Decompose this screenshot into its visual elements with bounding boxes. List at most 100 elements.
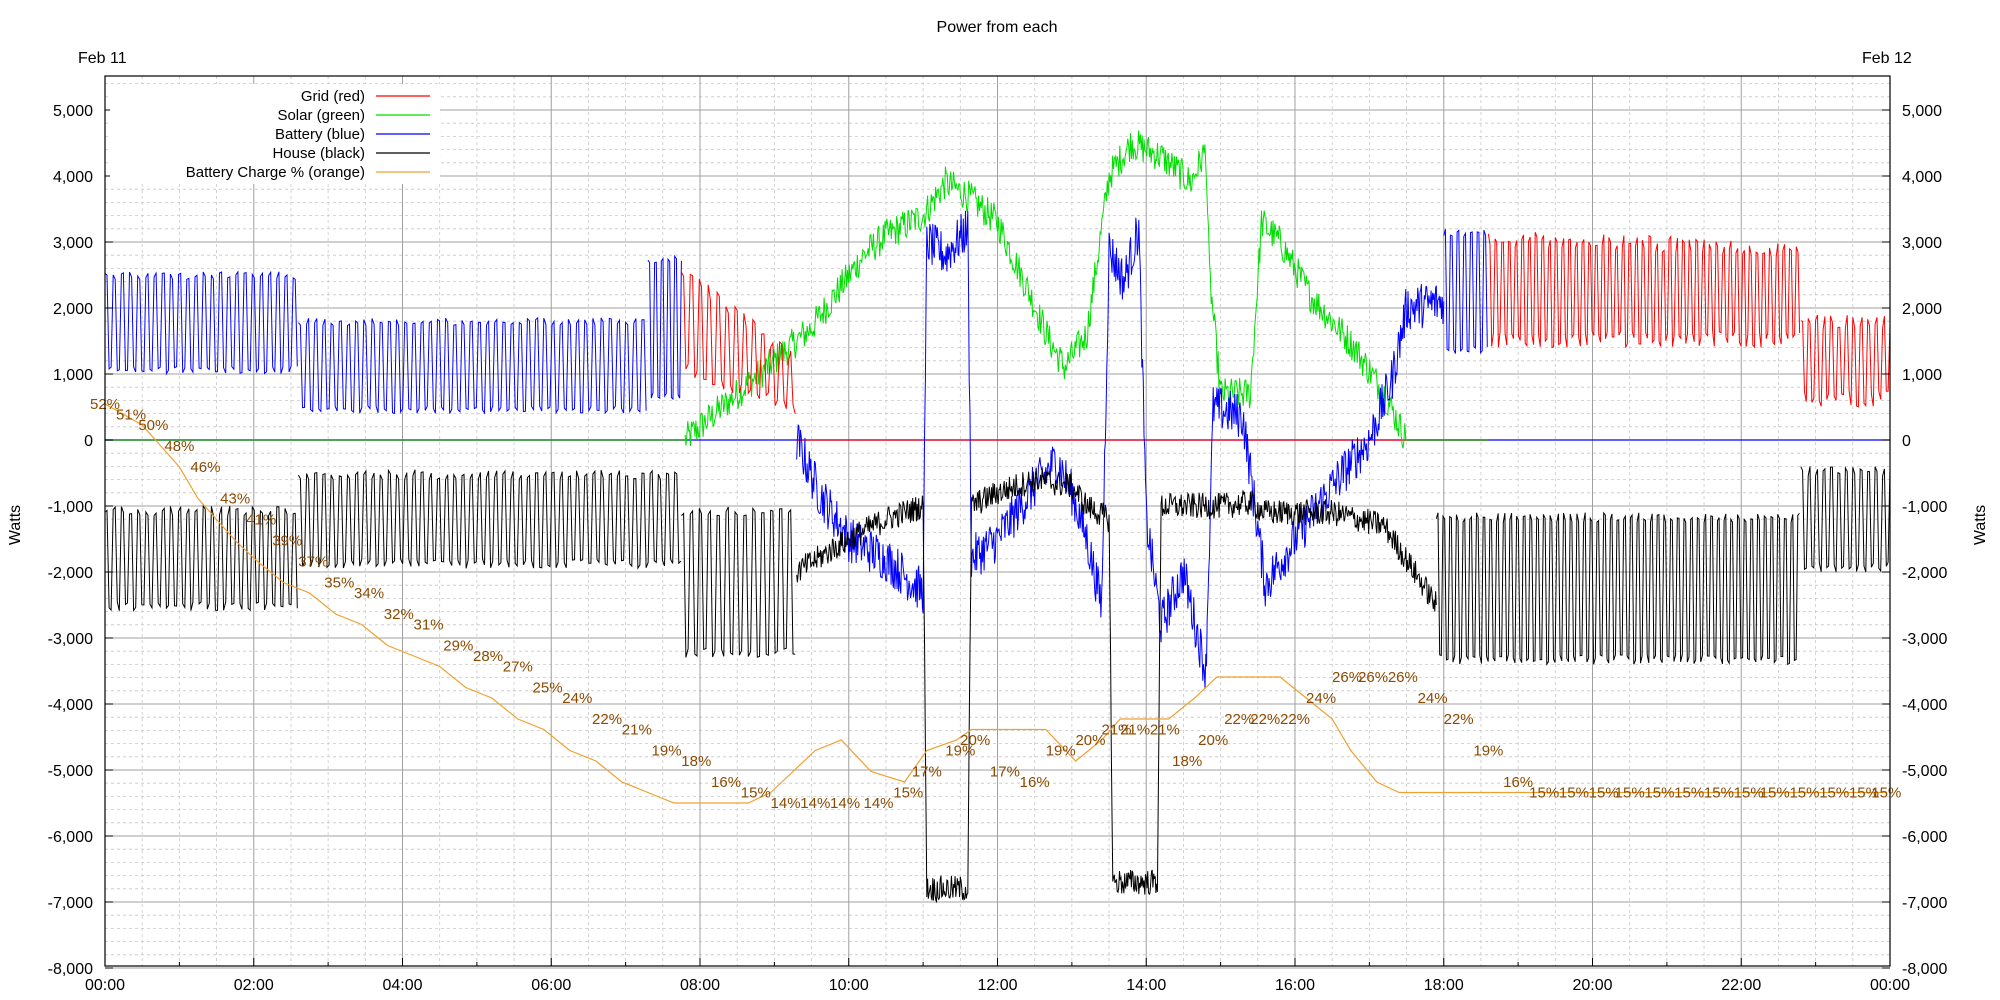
- battery-charge-label: 16%: [711, 774, 741, 791]
- battery-charge-label: 15%: [1644, 785, 1674, 802]
- x-tick-label: 20:00: [1572, 977, 1612, 994]
- battery-charge-label: 15%: [1849, 785, 1879, 802]
- battery-charge-label: 15%: [893, 785, 923, 802]
- y-axis-title-left: Watts: [7, 505, 24, 545]
- battery-charge-label: 21%: [622, 722, 652, 739]
- y-tick-label-right: 3,000: [1902, 235, 1942, 252]
- date-label-left: Feb 11: [78, 50, 127, 67]
- battery-charge-label: 16%: [1020, 774, 1050, 791]
- battery-line: [796, 210, 1445, 690]
- battery-charge-label: 22%: [1444, 711, 1474, 728]
- battery-charge-label: 21%: [1120, 722, 1150, 739]
- y-tick-label-left: -7,000: [48, 895, 93, 912]
- battery-charge-label: 34%: [354, 585, 384, 602]
- battery-charge-label: 20%: [1075, 732, 1105, 749]
- y-tick-label-right: -8,000: [1902, 961, 1947, 978]
- date-label-right: Feb 12: [1862, 50, 1912, 67]
- battery-charge-label: 22%: [1224, 711, 1254, 728]
- battery-charge-label: 16%: [1503, 774, 1533, 791]
- x-tick-label: 14:00: [1126, 977, 1166, 994]
- battery-charge-label: 41%: [246, 512, 276, 529]
- x-tick-label: 08:00: [680, 977, 720, 994]
- legend-label-battery-charge: Battery Charge % (orange): [186, 164, 365, 181]
- y-tick-label-right: 0: [1902, 433, 1911, 450]
- battery-charge-label: 19%: [945, 743, 975, 760]
- x-tick-label: 02:00: [234, 977, 274, 994]
- y-tick-label-left: 1,000: [53, 367, 93, 384]
- battery-charge-label: 21%: [1101, 722, 1131, 739]
- battery-charge-label: 14%: [863, 795, 893, 812]
- battery-charge-label: 50%: [138, 417, 168, 434]
- battery-charge-label: 28%: [473, 648, 503, 665]
- x-tick-label: 12:00: [977, 977, 1017, 994]
- chart-title: Power from each: [937, 19, 1058, 36]
- battery-charge-label: 24%: [1306, 690, 1336, 707]
- house-line: [104, 504, 298, 612]
- battery-charge-label: 15%: [1819, 785, 1849, 802]
- house-line: [1435, 511, 1800, 666]
- legend-label-solar: Solar (green): [277, 107, 365, 124]
- y-tick-label-left: -6,000: [48, 829, 93, 846]
- y-tick-label-right: 2,000: [1902, 301, 1942, 318]
- battery-charge-label: 32%: [384, 606, 414, 623]
- battery-charge-label: 15%: [1789, 785, 1819, 802]
- battery-charge-label: 19%: [1046, 743, 1076, 760]
- battery-charge-label: 15%: [1589, 785, 1619, 802]
- battery-charge-label: 15%: [1559, 785, 1589, 802]
- battery-charge-label: 15%: [741, 785, 771, 802]
- battery-charge-label: 26%: [1332, 669, 1362, 686]
- battery-charge-label: 26%: [1358, 669, 1388, 686]
- battery-charge-label: 18%: [681, 753, 711, 770]
- battery-charge-label: 26%: [1388, 669, 1418, 686]
- battery-charge-label: 27%: [503, 659, 533, 676]
- y-tick-label-right: 4,000: [1902, 169, 1942, 186]
- battery-charge-label: 20%: [960, 732, 990, 749]
- house-line: [297, 468, 682, 570]
- battery-charge-label: 17%: [990, 764, 1020, 781]
- x-tick-label: 18:00: [1424, 977, 1464, 994]
- y-tick-label-right: -4,000: [1902, 697, 1947, 714]
- legend: Grid (red) Solar (green) Battery (blue) …: [110, 84, 440, 184]
- battery-charge-label: 31%: [414, 617, 444, 634]
- y-tick-label-right: -7,000: [1902, 895, 1947, 912]
- y-tick-label-left: -3,000: [48, 631, 93, 648]
- x-tick-label: 16:00: [1275, 977, 1315, 994]
- house-line: [1800, 466, 1891, 573]
- y-tick-label-right: -3,000: [1902, 631, 1947, 648]
- battery-charge-label: 22%: [1280, 711, 1310, 728]
- grid-line: [680, 271, 796, 414]
- y-tick-label-right: -1,000: [1902, 499, 1947, 516]
- x-tick-label: 00:00: [85, 977, 125, 994]
- battery-charge-label: 15%: [1734, 785, 1764, 802]
- battery-charge-label: 37%: [298, 554, 328, 571]
- battery-charge-label: 19%: [652, 743, 682, 760]
- y-axis-title-right: Watts: [1972, 505, 1989, 545]
- house-line: [681, 506, 796, 658]
- y-tick-label-left: -1,000: [48, 499, 93, 516]
- y-tick-label-left: 4,000: [53, 169, 93, 186]
- battery-charge-label: 39%: [272, 533, 302, 550]
- battery-charge-labels: 52%51%50%48%46%43%41%39%37%35%34%32%31%2…: [90, 396, 1901, 812]
- y-axis-left-labels: 5,000 4,000 3,000 2,000 1,000 0 -1,000 -2,000 -3…: [48, 103, 93, 978]
- battery-charge-label: 43%: [220, 491, 250, 508]
- battery-charge-label: 20%: [1198, 732, 1228, 749]
- x-tick-label: 06:00: [531, 977, 571, 994]
- y-tick-label-right: -2,000: [1902, 565, 1947, 582]
- battery-charge-label: 19%: [1473, 743, 1503, 760]
- battery-line: [104, 270, 298, 376]
- grid-line: [1487, 232, 1801, 349]
- x-axis-labels: 00:00 02:00 04:00 06:00 08:00 10:00 12:00 14:00…: [85, 977, 1910, 994]
- x-tick-label: 00:00: [1870, 977, 1910, 994]
- battery-charge-label: 35%: [324, 575, 354, 592]
- battery-charge-label: 24%: [562, 690, 592, 707]
- y-tick-label-left: 3,000: [53, 235, 93, 252]
- battery-charge-label: 14%: [830, 795, 860, 812]
- x-tick-label: 22:00: [1721, 977, 1761, 994]
- solar-line: [684, 130, 1407, 449]
- y-tick-label-left: 5,000: [53, 103, 93, 120]
- battery-charge-label: 15%: [1529, 785, 1559, 802]
- battery-line: [647, 254, 682, 401]
- battery-line: [1443, 229, 1488, 355]
- battery-charge-label: 22%: [592, 711, 622, 728]
